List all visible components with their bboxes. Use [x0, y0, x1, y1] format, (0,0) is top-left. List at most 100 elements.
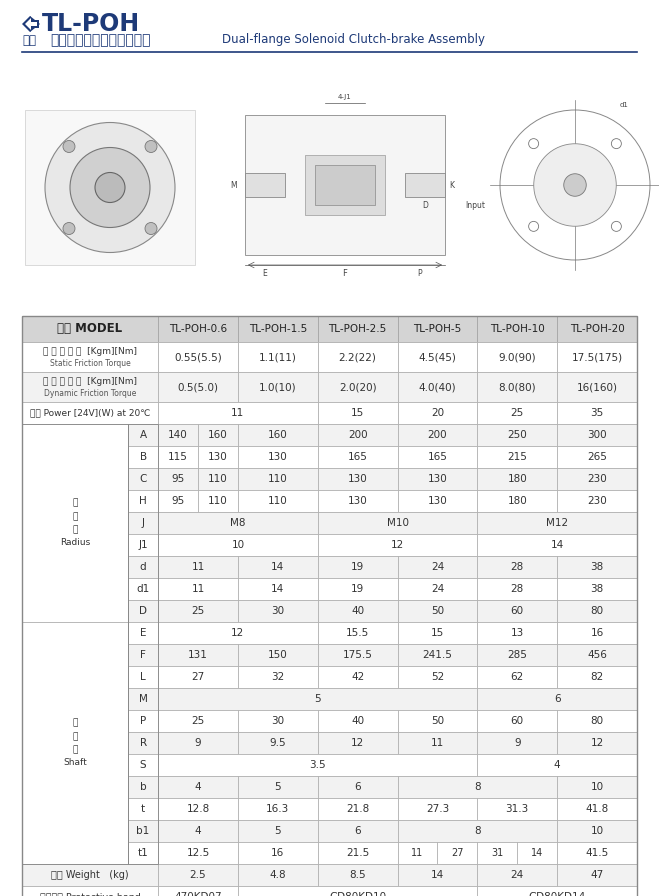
Text: 8: 8	[474, 782, 480, 792]
Text: 11: 11	[431, 738, 444, 748]
Bar	[238, 342, 318, 372]
Bar	[158, 490, 198, 512]
Bar	[405, 173, 445, 197]
Bar	[158, 578, 238, 600]
Bar	[22, 316, 637, 896]
Text: 2.0(20): 2.0(20)	[339, 382, 376, 392]
Text: 80: 80	[590, 606, 604, 616]
Bar	[22, 402, 158, 424]
Text: 130: 130	[348, 474, 368, 484]
Bar	[128, 622, 158, 644]
Text: 25: 25	[191, 606, 205, 616]
Bar	[477, 622, 557, 644]
Bar	[557, 732, 637, 754]
Text: Static Friction Torque: Static Friction Torque	[49, 358, 130, 367]
Bar	[305, 155, 385, 215]
Text: 2.2(22): 2.2(22)	[339, 352, 376, 362]
Text: A: A	[140, 430, 147, 440]
Text: M12: M12	[546, 518, 568, 528]
Bar	[397, 600, 477, 622]
Bar	[318, 600, 397, 622]
Text: 110: 110	[268, 474, 288, 484]
Text: t1: t1	[138, 848, 148, 858]
Text: 12: 12	[231, 628, 244, 638]
Bar	[315, 165, 375, 205]
Bar	[128, 710, 158, 732]
Bar	[397, 820, 557, 842]
Text: 0.5(5.0): 0.5(5.0)	[177, 382, 219, 392]
Text: 重量 Weight   (kg): 重量 Weight (kg)	[51, 870, 129, 880]
Text: 型號 MODEL: 型號 MODEL	[57, 323, 123, 335]
Bar	[477, 402, 557, 424]
Text: TL-POH-5: TL-POH-5	[413, 324, 461, 334]
Text: 160: 160	[268, 430, 288, 440]
Bar	[238, 578, 318, 600]
Bar	[397, 842, 438, 864]
Bar	[318, 666, 397, 688]
Text: 24: 24	[431, 562, 444, 572]
Text: 50: 50	[431, 716, 444, 726]
Text: 2.5: 2.5	[190, 870, 206, 880]
Text: 131: 131	[188, 650, 208, 660]
Text: 31.3: 31.3	[505, 804, 529, 814]
Bar	[557, 864, 637, 886]
Text: 52: 52	[431, 672, 444, 682]
Text: R: R	[140, 738, 147, 748]
Text: 11: 11	[411, 848, 424, 858]
Text: 40: 40	[351, 716, 364, 726]
Text: 200: 200	[428, 430, 447, 440]
Text: TL-POH-10: TL-POH-10	[490, 324, 544, 334]
Bar	[22, 424, 128, 864]
Text: L: L	[140, 672, 146, 682]
Bar	[158, 556, 238, 578]
Text: 4.8: 4.8	[270, 870, 286, 880]
Text: K: K	[449, 180, 454, 189]
Bar	[198, 424, 238, 446]
Text: 285: 285	[507, 650, 527, 660]
Text: 9.0(90): 9.0(90)	[498, 352, 536, 362]
Bar	[557, 666, 637, 688]
Bar	[158, 446, 198, 468]
Bar	[397, 424, 477, 446]
Bar	[158, 864, 238, 886]
Bar	[557, 578, 637, 600]
Text: 13: 13	[511, 628, 524, 638]
Text: 24: 24	[431, 584, 444, 594]
Text: Dual-flange Solenoid Clutch-brake Assembly: Dual-flange Solenoid Clutch-brake Assemb…	[222, 33, 485, 47]
Text: C: C	[140, 474, 147, 484]
Bar	[318, 534, 477, 556]
Polygon shape	[25, 18, 37, 30]
Bar	[557, 316, 637, 342]
Bar	[128, 732, 158, 754]
Text: 10: 10	[590, 826, 604, 836]
Text: 180: 180	[507, 474, 527, 484]
Bar	[245, 115, 445, 255]
Text: F: F	[343, 269, 347, 278]
Bar	[238, 600, 318, 622]
Circle shape	[612, 221, 621, 231]
Text: 47: 47	[590, 870, 604, 880]
Text: 徑
方
向
Radius: 徑 方 向 Radius	[60, 499, 90, 547]
Text: 241.5: 241.5	[422, 650, 452, 660]
Bar	[318, 776, 397, 798]
Bar	[477, 468, 557, 490]
Text: 41.8: 41.8	[585, 804, 609, 814]
Bar	[517, 842, 557, 864]
Text: Dynamic Friction Torque: Dynamic Friction Torque	[44, 389, 136, 398]
Bar	[397, 864, 477, 886]
Bar	[477, 424, 557, 446]
Bar	[477, 864, 557, 886]
Circle shape	[563, 174, 587, 196]
Bar	[128, 776, 158, 798]
Bar	[477, 578, 557, 600]
Bar	[397, 446, 477, 468]
Text: M10: M10	[387, 518, 409, 528]
Text: 24: 24	[511, 870, 524, 880]
Text: 265: 265	[587, 452, 607, 462]
Text: Input: Input	[465, 201, 485, 210]
Bar	[158, 732, 238, 754]
Bar	[397, 732, 477, 754]
Text: TL-POH-1.5: TL-POH-1.5	[248, 324, 307, 334]
Bar	[215, 85, 480, 280]
Text: 9: 9	[514, 738, 521, 748]
